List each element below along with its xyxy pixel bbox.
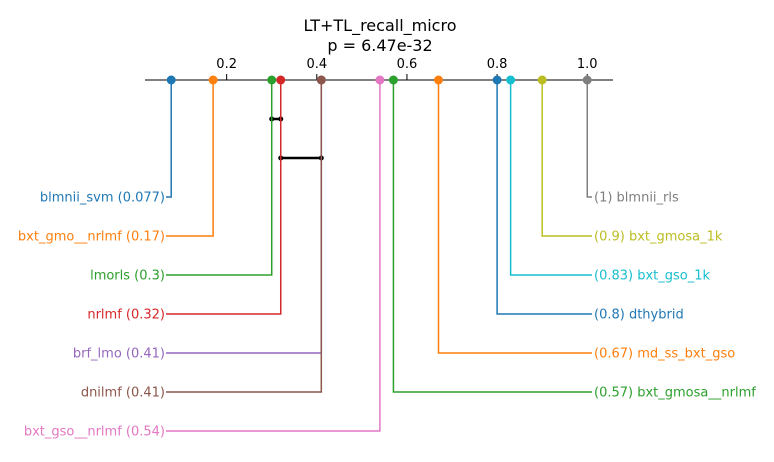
method-leaders (166, 75, 592, 432)
method-labels: blmnii_svm (0.077) bxt_gmo__nrlmf (0.17) l… (18, 191, 756, 440)
clique-bars (269, 116, 324, 161)
method-label-bxt_gmosa__nrlmf: (0.57) bxt_gmosa__nrlmf (594, 386, 756, 401)
leader-line-bxt_gso_1k (509, 80, 592, 276)
rank-marker-bxt_gmosa__nrlmf (388, 75, 398, 85)
rank-marker-bxt_gmosa_1k (537, 75, 547, 85)
chart-title: LT+TL_recall_micro (304, 16, 457, 36)
rank-marker-bxt_gso__nrlmf (375, 75, 385, 85)
leader-line-bxt_gmo__nrlmf (166, 80, 214, 237)
method-label-nrlmf: nrlmf (0.32) (87, 308, 165, 323)
leader-line-nrlmf (166, 80, 282, 315)
method-label-bxt_gso__nrlmf: bxt_gso__nrlmf (0.54) (24, 425, 165, 440)
rank-marker-md_ss_bxt_gso (434, 75, 444, 85)
method-label-lmorls: lmorls (0.3) (90, 269, 165, 284)
leader-line-lmorls (166, 80, 273, 276)
method-label-bxt_gmo__nrlmf: bxt_gmo__nrlmf (0.17) (18, 230, 165, 245)
rank-marker-bxt_gmo__nrlmf (208, 75, 218, 85)
method-label-bxt_gmosa_1k: (0.9) bxt_gmosa_1k (594, 230, 723, 245)
leader-line-dthybrid (496, 80, 592, 315)
leader-line-md_ss_bxt_gso (437, 80, 592, 354)
chart-subtitle: p = 6.47e-32 (327, 36, 432, 55)
rank-marker-lmorls (267, 75, 277, 85)
leader-line-blmnii_rls (586, 80, 592, 198)
method-label-blmnii_rls: (1) blmnii_rls (594, 191, 679, 206)
axis-ticks: 0.2 0.4 0.6 0.8 1.0 (216, 57, 598, 80)
tick-label-0: 0.2 (216, 57, 237, 72)
leader-line-bxt_gmosa_1k (541, 80, 592, 237)
tick-label-1: 0.4 (306, 57, 327, 72)
rank-marker-bxt_gso_1k (506, 75, 516, 85)
rank-marker-dnilmf (316, 75, 326, 85)
method-label-bxt_gso_1k: (0.83) bxt_gso_1k (594, 269, 711, 284)
method-label-md_ss_bxt_gso: (0.67) md_ss_bxt_gso (594, 347, 735, 362)
leader-line-dnilmf (166, 80, 323, 393)
tick-label-4: 1.0 (577, 57, 598, 72)
tick-label-2: 0.6 (397, 57, 418, 72)
tick-label-3: 0.8 (487, 57, 508, 72)
leader-line-brf_lmo (166, 80, 323, 354)
method-label-dnilmf: dnilmf (0.41) (81, 386, 165, 401)
leader-line-blmnii_svm (166, 80, 172, 198)
leader-line-bxt_gmosa__nrlmf (392, 80, 592, 393)
method-label-brf_lmo: brf_lmo (0.41) (73, 347, 165, 362)
rank-marker-blmnii_rls (582, 75, 592, 85)
rank-marker-nrlmf (276, 75, 286, 85)
method-label-blmnii_svm: blmnii_svm (0.077) (40, 191, 165, 206)
rank-marker-dthybrid (492, 75, 502, 85)
method-label-dthybrid: (0.8) dthybrid (594, 308, 684, 323)
rank-marker-blmnii_svm (166, 75, 176, 85)
leader-line-bxt_gso__nrlmf (166, 80, 381, 432)
